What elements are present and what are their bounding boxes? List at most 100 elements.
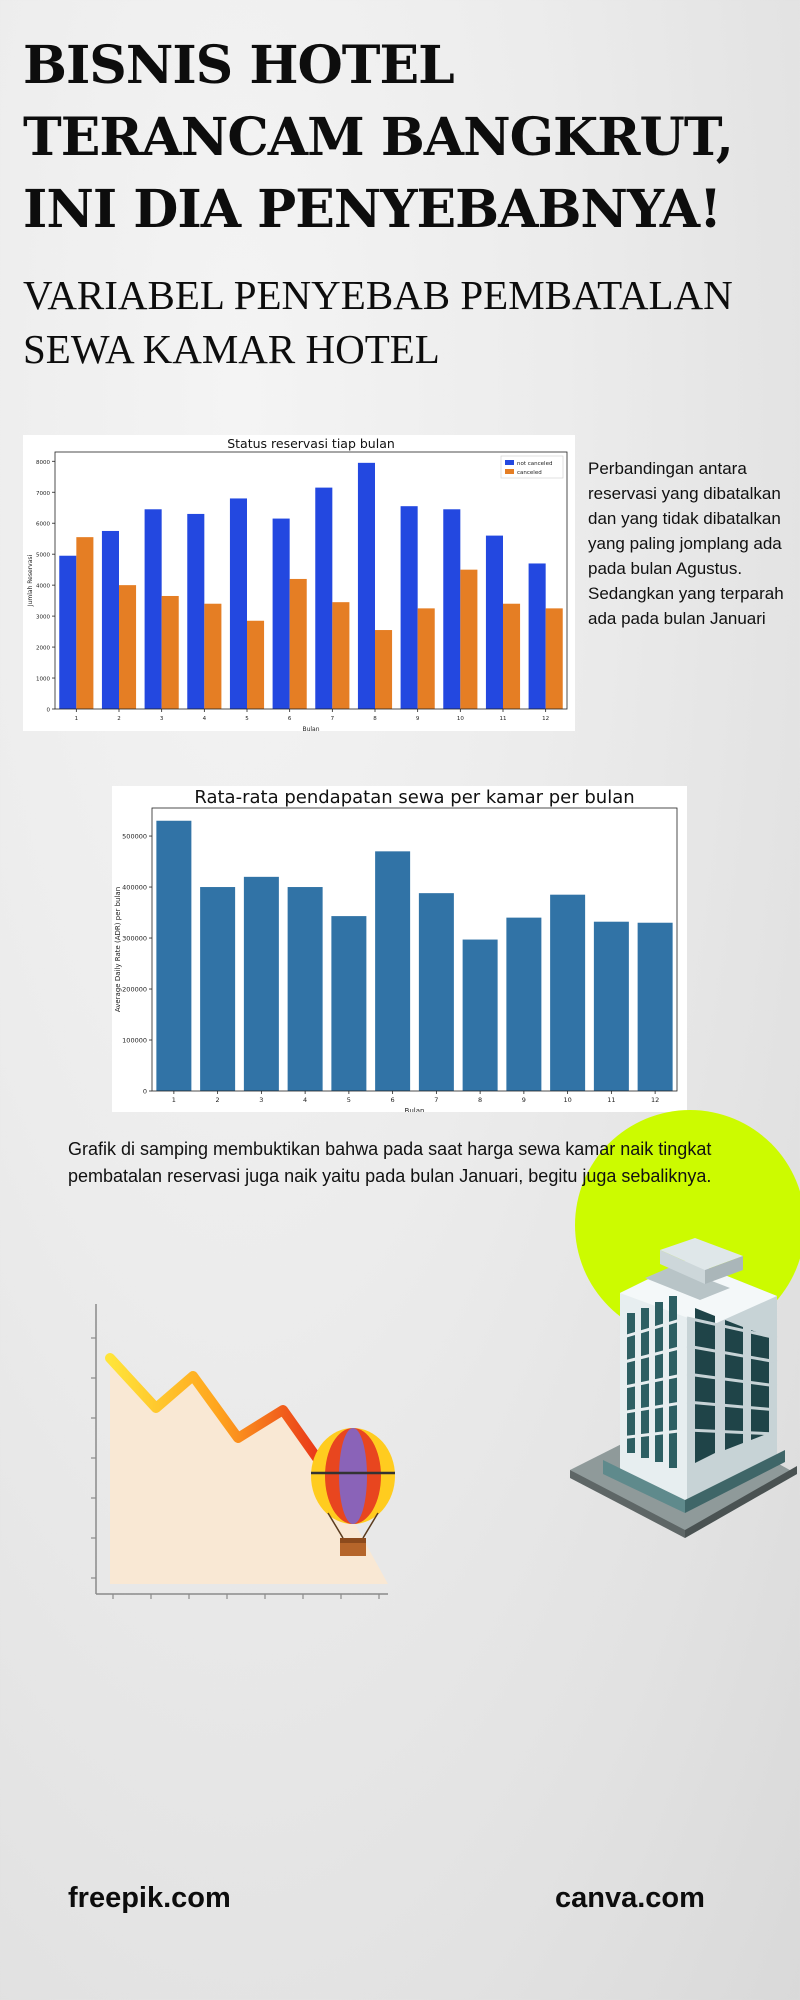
bar-canceled-11 — [503, 603, 521, 709]
bar-value-5 — [331, 916, 367, 1091]
x-tick-label: 1 — [75, 716, 79, 722]
bar-not-canceled-1 — [59, 555, 77, 709]
bar-canceled-1 — [76, 537, 94, 709]
bar-value-4 — [287, 887, 323, 1091]
x-tick-label: 9 — [416, 716, 420, 722]
y-tick-label: 400000 — [122, 884, 147, 892]
bar-not-canceled-2 — [101, 530, 119, 709]
bar-not-canceled-7 — [315, 487, 333, 709]
bar-canceled-7 — [332, 602, 350, 709]
x-tick-label: 7 — [331, 716, 335, 722]
x-tick-label: 11 — [500, 716, 507, 722]
bar-not-canceled-8 — [357, 462, 375, 709]
chart-card-adr: Rata-rata pendapatan sewa per kamar per … — [112, 786, 687, 1112]
y-tick-label: 5000 — [36, 553, 50, 559]
y-tick-label: 300000 — [122, 935, 147, 943]
declining-chart-icon — [91, 1304, 395, 1599]
bar-canceled-3 — [161, 595, 179, 709]
y-tick-label: 3000 — [36, 615, 50, 621]
x-tick-label: 8 — [373, 716, 377, 722]
hotel-building-icon — [570, 1238, 797, 1538]
chart-explanation-text: Perbandingan antara reservasi yang dibat… — [588, 459, 784, 628]
x-tick-label: 9 — [522, 1096, 526, 1104]
bar-value-1 — [156, 820, 192, 1091]
legend-label: canceled — [517, 470, 542, 476]
y-axis-label: Jumlah Reservasi — [27, 554, 34, 607]
plot-frame — [54, 451, 568, 710]
bar-canceled-4 — [204, 603, 222, 709]
credit-freepik: freepik.com — [68, 1882, 231, 1914]
y-tick-label: 100000 — [122, 1037, 147, 1045]
x-tick-label: 4 — [303, 1096, 307, 1104]
y-tick-label: 2000 — [36, 646, 50, 652]
bar-canceled-10 — [460, 569, 478, 709]
y-tick-label: 8000 — [36, 460, 50, 466]
x-tick-label: 5 — [347, 1096, 351, 1104]
conclusion-text: Grafik di samping membuktikan bahwa pada… — [68, 1139, 712, 1186]
y-tick-label: 0 — [47, 708, 51, 714]
legend-box — [500, 455, 564, 479]
legend-swatch — [505, 469, 514, 474]
plot-frame — [151, 807, 678, 1092]
bar-value-9 — [506, 917, 542, 1091]
legend-swatch — [505, 460, 514, 465]
bar-canceled-6 — [289, 578, 307, 709]
bar-canceled-12 — [545, 608, 563, 709]
x-tick-label: 6 — [288, 716, 292, 722]
x-tick-label: 10 — [457, 716, 464, 722]
legend-label: not canceled — [517, 461, 552, 467]
bar-value-6 — [375, 851, 411, 1091]
bar-not-canceled-6 — [272, 518, 290, 709]
x-tick-label: 2 — [216, 1096, 220, 1104]
x-tick-label: 5 — [245, 716, 249, 722]
bar-not-canceled-4 — [187, 513, 205, 709]
bar-value-12 — [637, 922, 673, 1091]
x-tick-label: 3 — [160, 716, 164, 722]
bar-value-3 — [243, 876, 279, 1091]
x-tick-label: 4 — [203, 716, 207, 722]
chart-card-reservation-status: Status reservasi tiap bulan 1 2 3 4 5 6 7 8 9 10 11… — [23, 435, 575, 731]
bar-not-canceled-5 — [229, 498, 247, 709]
y-tick-label: 200000 — [122, 986, 147, 994]
hot-air-balloon-icon — [311, 1428, 395, 1556]
credit-canva: canva.com — [555, 1882, 705, 1914]
chart-adr-per-month: Rata-rata pendapatan sewa per kamar per … — [114, 787, 678, 1112]
x-tick-label: 12 — [542, 716, 549, 722]
bar-canceled-9 — [417, 608, 435, 709]
x-axis-label: Bulan — [302, 726, 319, 731]
y-tick-label: 500000 — [122, 833, 147, 841]
bar-not-canceled-11 — [485, 535, 503, 709]
x-tick-label: 1 — [172, 1096, 176, 1104]
bar-not-canceled-10 — [443, 509, 461, 709]
bar-not-canceled-3 — [144, 509, 162, 709]
bar-not-canceled-12 — [528, 563, 546, 709]
bar-canceled-8 — [375, 630, 393, 709]
y-tick-label: 7000 — [36, 491, 50, 497]
bar-canceled-2 — [119, 585, 137, 709]
y-tick-label: 6000 — [36, 522, 50, 528]
x-tick-label: 10 — [563, 1096, 571, 1104]
y-tick-label: 0 — [143, 1088, 147, 1096]
x-tick-label: 6 — [391, 1096, 395, 1104]
x-axis-label: Bulan — [405, 1107, 425, 1112]
bar-value-7 — [418, 893, 454, 1091]
bar-not-canceled-9 — [400, 506, 418, 709]
bar-value-11 — [593, 921, 629, 1091]
bar-value-8 — [462, 939, 498, 1091]
x-tick-label: 2 — [117, 716, 121, 722]
y-axis-label: Average Daily Rate (ADR) per bulan — [114, 887, 122, 1012]
y-tick-label: 1000 — [36, 677, 50, 683]
x-tick-label: 8 — [478, 1096, 482, 1104]
page-title: BISNIS HOTEL TERANCAM BANGKRUT, INI DIA … — [23, 35, 734, 240]
chart-title: Rata-rata pendapatan sewa per kamar per … — [194, 787, 634, 808]
x-tick-label: 12 — [651, 1096, 659, 1104]
chart-title: Status reservasi tiap bulan — [227, 436, 395, 451]
y-tick-label: 4000 — [36, 584, 50, 590]
x-tick-label: 11 — [607, 1096, 615, 1104]
bar-value-10 — [550, 894, 586, 1091]
bar-value-2 — [200, 887, 236, 1091]
page-subtitle: VARIABEL PENYEBAB PEMBATALAN SEWA KAMAR … — [23, 272, 733, 372]
x-tick-label: 3 — [259, 1096, 263, 1104]
x-tick-label: 7 — [434, 1096, 438, 1104]
